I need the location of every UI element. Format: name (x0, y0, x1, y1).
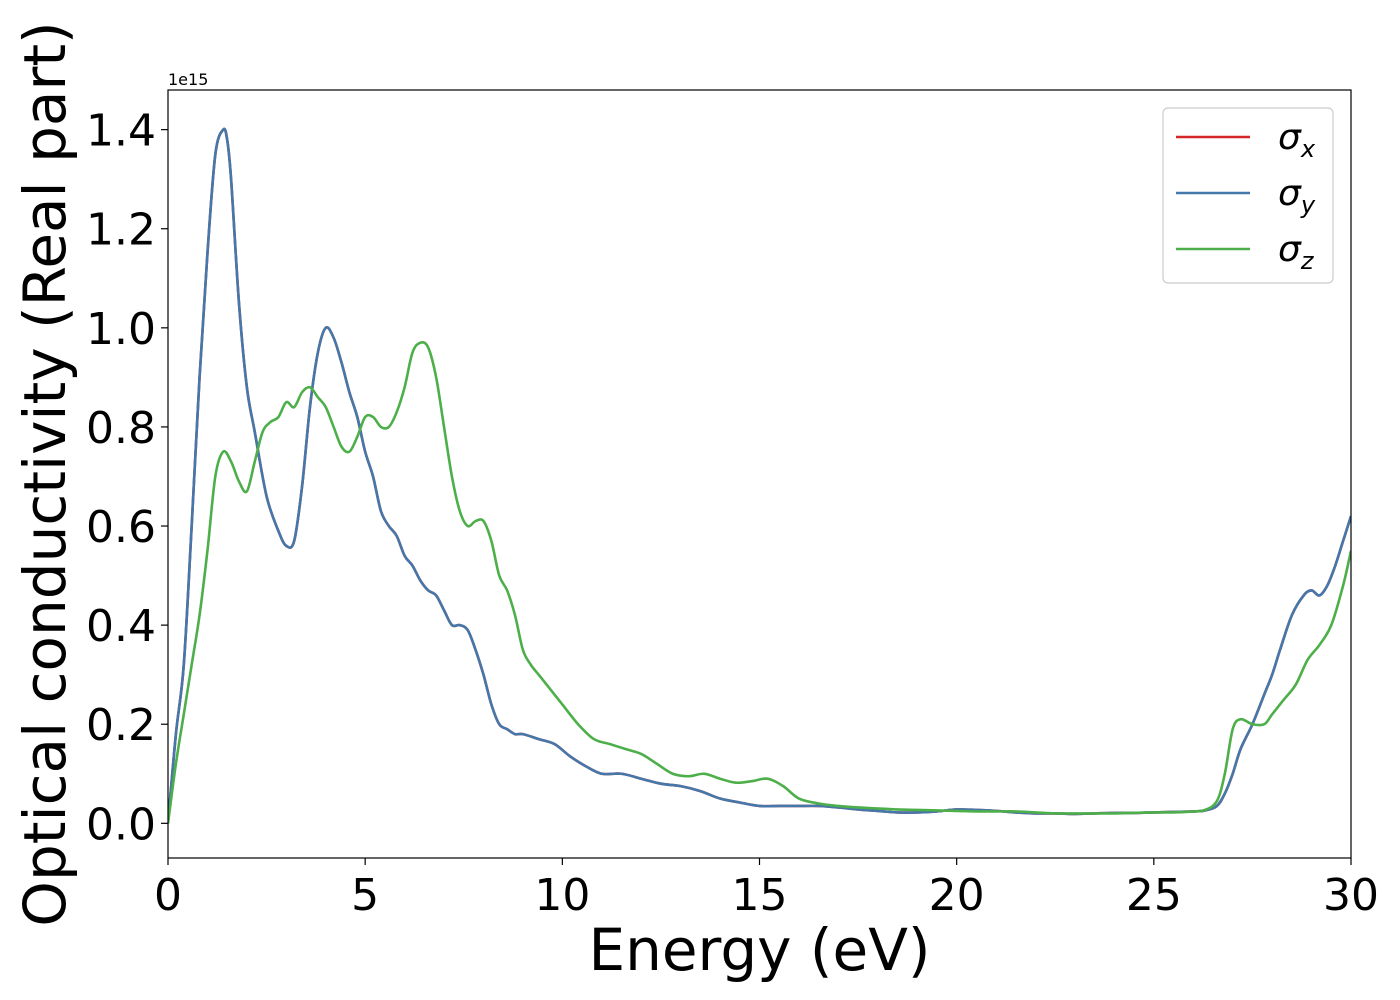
x-tick-label: 0 (154, 870, 182, 921)
y-tick-label: 0.0 (86, 799, 156, 850)
y-tick-label: 0.6 (86, 502, 156, 553)
y-tick-label: 0.4 (86, 601, 156, 652)
x-axis-ticks: 0 5 10 15 20 25 30 (154, 858, 1379, 921)
x-axis-label: Energy (eV) (588, 916, 930, 984)
x-tick-label: 25 (1126, 870, 1182, 921)
legend-items: σx σy σz (1176, 117, 1316, 275)
legend-box (1162, 107, 1334, 284)
y-tick-label: 1.2 (86, 205, 156, 256)
y-tick-label: 0.2 (86, 700, 156, 751)
series-line-z (168, 341, 1351, 824)
y-tick-label: 1.4 (86, 106, 156, 157)
y-tick-label: 1.0 (86, 304, 156, 355)
y-axis-label: Optical conductivity (Real part) (11, 21, 79, 926)
legend-label-z: σz (1278, 229, 1315, 275)
y-offset-label: 1e15 (168, 70, 208, 89)
x-tick-label: 5 (351, 870, 379, 921)
x-tick-label: 30 (1323, 870, 1379, 921)
x-tick-label: 15 (732, 870, 788, 921)
legend-label-y: σy (1278, 173, 1316, 219)
series-lines (168, 127, 1351, 824)
x-tick-label: 10 (534, 870, 590, 921)
y-axis-ticks: 0.0 0.2 0.4 0.6 0.8 1.0 1.2 1.4 (86, 106, 168, 850)
y-tick-label: 0.8 (86, 403, 156, 454)
legend: σx σy σz (1162, 107, 1334, 284)
legend-label-x: σx (1278, 117, 1316, 163)
x-tick-label: 20 (929, 870, 985, 921)
